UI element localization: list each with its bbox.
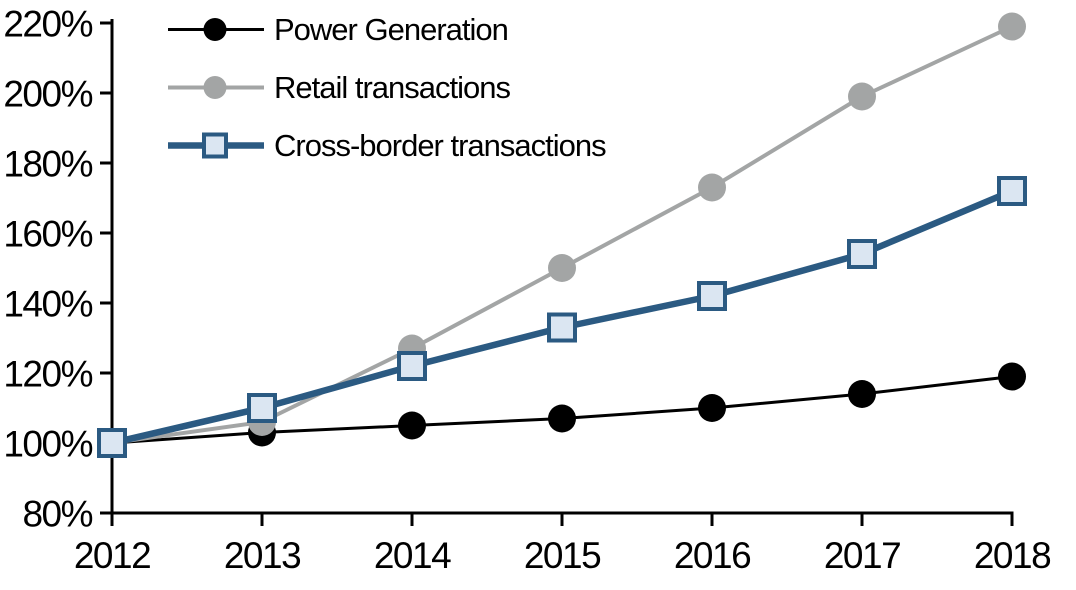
x-axis-tick-label: 2018: [974, 535, 1050, 576]
data-point-marker: [848, 380, 876, 408]
data-point-marker: [97, 428, 127, 458]
legend-label: Retail transactions: [274, 69, 511, 105]
legend-marker-retail-transactions: [168, 76, 264, 99]
legend-item-retail-transactions: Retail transactions: [168, 70, 606, 105]
data-point-marker: [997, 176, 1027, 206]
legend-label: Cross-border transactions: [274, 127, 607, 163]
x-axis-tick-label: 2013: [224, 535, 300, 576]
data-point-marker: [698, 394, 726, 422]
y-axis-tick-label: 160%: [3, 213, 92, 254]
legend-item-cross-border-transactions: Cross-border transactions: [168, 127, 607, 163]
data-point-marker: [698, 173, 726, 202]
y-axis-tick-label: 180%: [3, 143, 92, 184]
data-point-marker: [247, 393, 277, 423]
data-point-marker: [697, 281, 727, 311]
legend: Power Generation Retail transactions Cross…: [168, 12, 607, 163]
y-axis-tick-label: 220%: [3, 3, 92, 44]
x-axis-tick-label: 2015: [524, 535, 601, 576]
legend-label: Power Generation: [274, 11, 509, 47]
data-point-marker: [998, 362, 1026, 391]
data-point-marker: [398, 411, 426, 440]
data-point-marker: [548, 254, 576, 282]
series-power-generation: [98, 362, 1026, 457]
data-point-marker: [998, 12, 1026, 41]
data-point-marker: [548, 404, 576, 433]
legend-marker-power-generation: [168, 18, 264, 41]
y-axis-tick-label: 100%: [3, 423, 92, 464]
data-point-marker: [847, 239, 877, 269]
y-axis-tick-label: 120%: [3, 353, 92, 394]
y-axis-tick-label: 80%: [22, 493, 92, 534]
legend-item-power-generation: Power Generation: [168, 12, 606, 47]
x-axis-tick-label: 2014: [374, 535, 451, 576]
x-axis-tick-label: 2016: [674, 535, 750, 576]
legend-marker-cross-border-transactions: [168, 132, 264, 159]
data-point-marker: [848, 82, 876, 111]
data-point-marker: [397, 351, 427, 381]
y-axis-tick-label: 200%: [3, 73, 92, 114]
x-axis-tick-label: 2012: [74, 535, 150, 576]
y-axis-tick-label: 140%: [3, 283, 92, 324]
data-point-marker: [547, 312, 577, 343]
x-axis-tick-label: 2017: [824, 535, 900, 576]
series-cross-border-transactions: [97, 176, 1027, 458]
